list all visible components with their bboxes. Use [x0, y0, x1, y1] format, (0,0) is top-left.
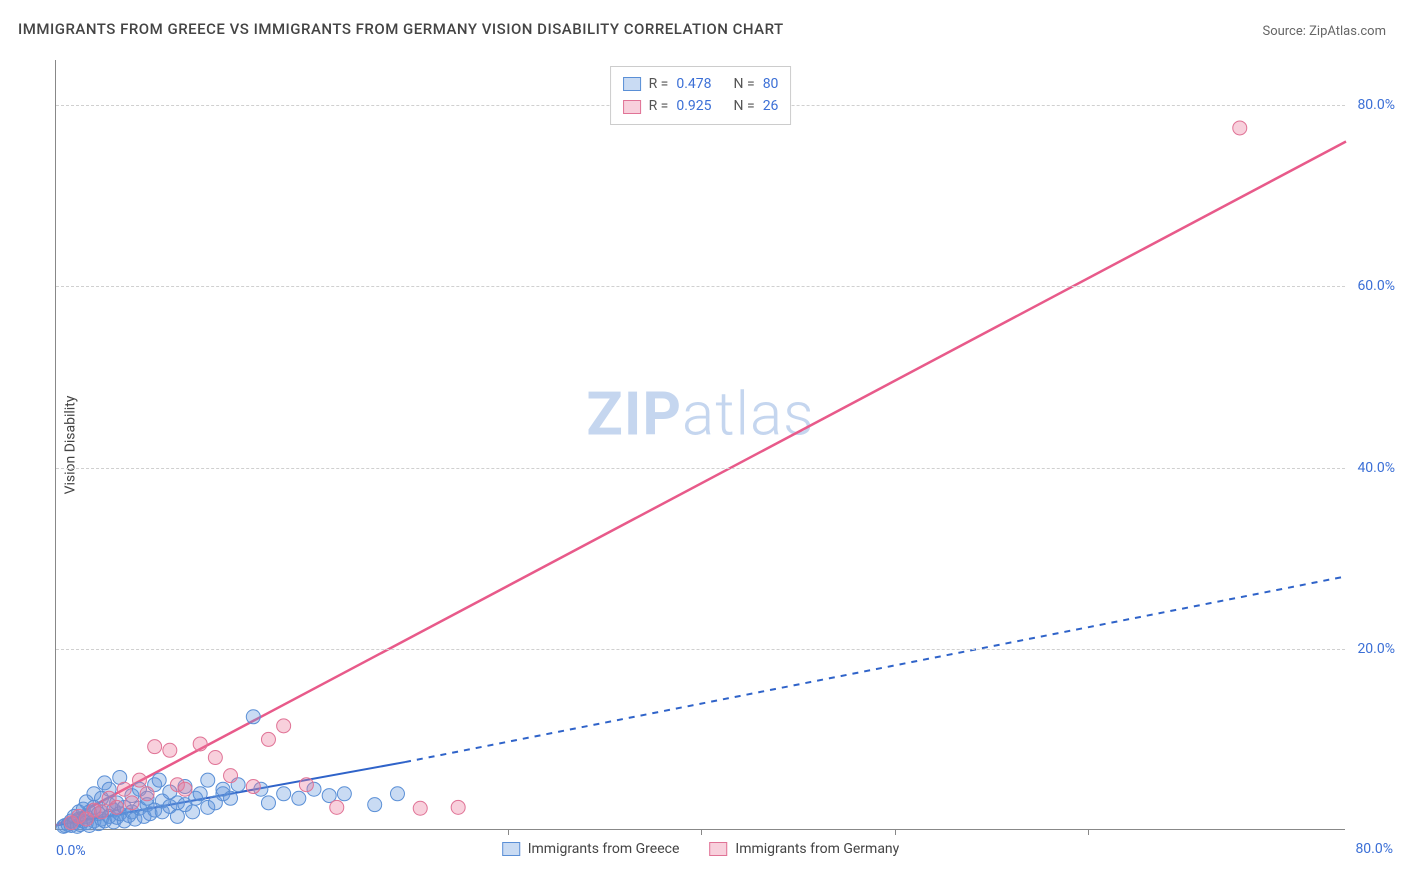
chart-svg: [56, 60, 1345, 829]
x-tick: [508, 829, 509, 835]
legend-item-greece: Immigrants from Greece: [502, 841, 680, 857]
swatch-blue-icon: [502, 842, 520, 856]
swatch-blue-icon: [623, 77, 641, 91]
plot-area: Vision Disability ZIPatlas R = 0.478 N =…: [55, 60, 1345, 830]
chart-container: IMMIGRANTS FROM GREECE VS IMMIGRANTS FRO…: [0, 0, 1406, 892]
x-max-label: 80.0%: [1355, 841, 1393, 857]
swatch-pink-icon: [623, 100, 641, 114]
x-tick: [701, 829, 702, 835]
grid-line: [56, 468, 1345, 469]
chart-title: IMMIGRANTS FROM GREECE VS IMMIGRANTS FRO…: [18, 20, 784, 38]
y-tick-label: 60.0%: [1357, 278, 1395, 294]
source-link[interactable]: ZipAtlas.com: [1309, 24, 1386, 39]
x-tick: [895, 829, 896, 835]
y-tick-label: 20.0%: [1357, 641, 1395, 657]
legend-correlation: R = 0.478 N = 80 R = 0.925 N = 26: [610, 66, 792, 125]
grid-line: [56, 286, 1345, 287]
x-tick: [1088, 829, 1089, 835]
legend-row-greece: R = 0.478 N = 80: [623, 73, 779, 95]
legend-row-germany: R = 0.925 N = 26: [623, 95, 779, 117]
x-origin-label: 0.0%: [56, 843, 86, 859]
source-label: Source: ZipAtlas.com: [1262, 24, 1386, 39]
grid-line: [56, 649, 1345, 650]
swatch-pink-icon: [709, 842, 727, 856]
legend-item-germany: Immigrants from Germany: [709, 841, 899, 857]
y-tick-label: 40.0%: [1357, 460, 1395, 476]
y-tick-label: 80.0%: [1357, 97, 1395, 113]
legend-series: Immigrants from Greece Immigrants from G…: [502, 841, 900, 857]
